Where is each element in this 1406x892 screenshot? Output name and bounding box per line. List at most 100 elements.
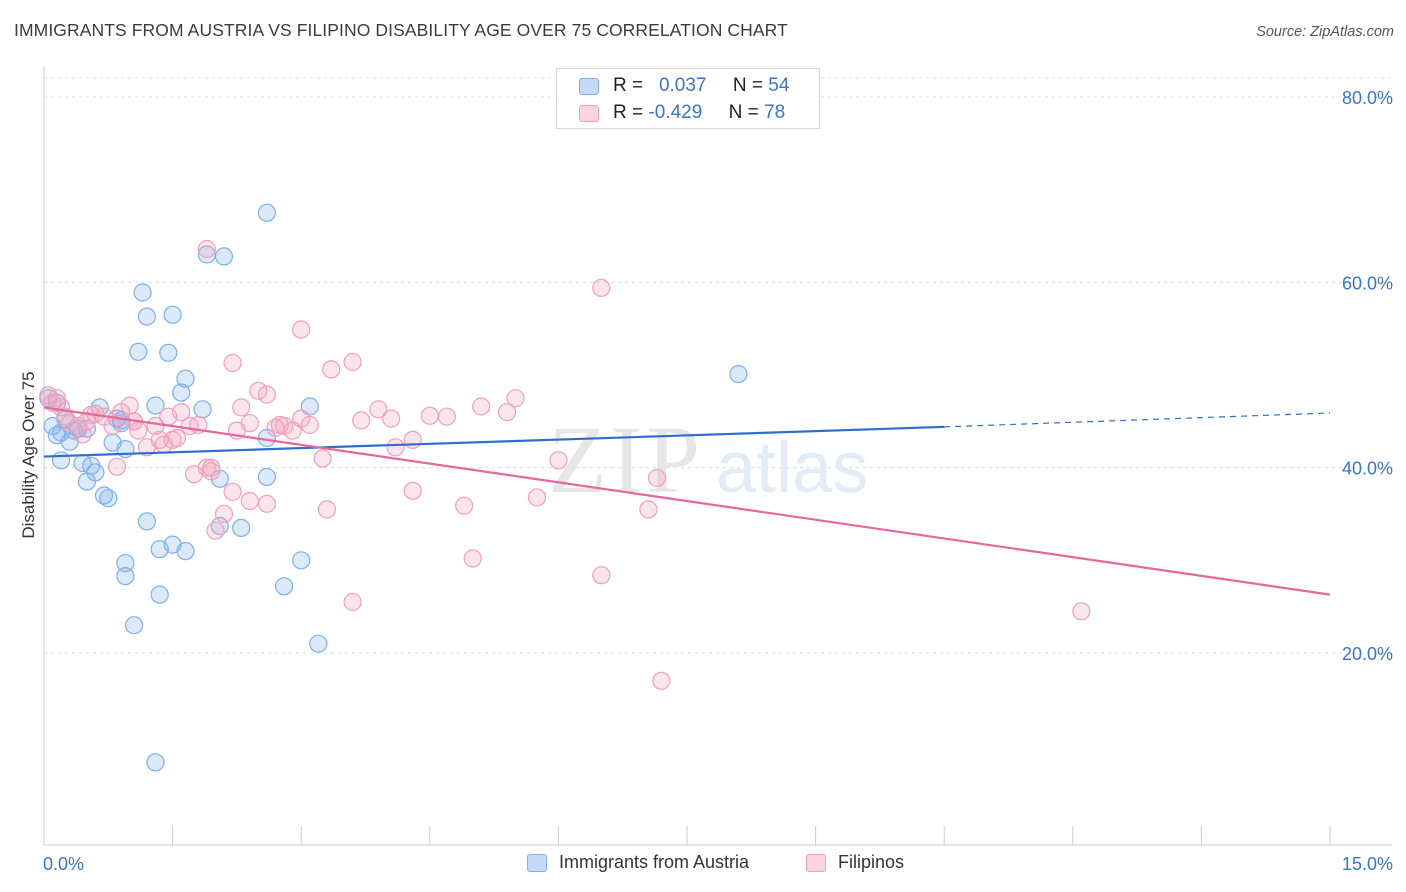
filipinos-point-70 xyxy=(107,457,127,476)
filipinos-point-60 xyxy=(592,278,611,297)
filipinos-point-29 xyxy=(223,482,242,501)
filipinos-point-44 xyxy=(352,411,371,430)
filipinos-point-65 xyxy=(197,239,216,259)
filipinos-point-32 xyxy=(240,414,259,433)
trend-line-austria-extension xyxy=(944,412,1331,428)
filipinos-point-51 xyxy=(437,407,456,426)
filipinos-point-50 xyxy=(420,406,439,425)
r-label: R = xyxy=(613,75,644,96)
y-tick-labels: 20.0% 40.0% 60.0% 80.0% xyxy=(1342,88,1393,664)
austria-point-27 xyxy=(193,400,212,419)
filipinos-point-39 xyxy=(300,415,319,435)
filipinos-point-73 xyxy=(343,592,362,612)
r-label: R = xyxy=(613,102,644,123)
legend-item-austria[interactable]: Immigrants from Austria xyxy=(527,852,749,873)
legend-swatch-filipinos xyxy=(806,853,826,872)
n-value: 54 xyxy=(768,75,790,96)
austria-point-33 xyxy=(257,467,276,486)
austria-point-38 xyxy=(176,541,195,561)
n-label: N = xyxy=(728,102,759,123)
filipinos-point-48 xyxy=(403,430,422,449)
y-tick-label-20: 20.0% xyxy=(1342,644,1393,664)
austria-point-24 xyxy=(163,305,182,324)
x-tick-label-min: 0.0% xyxy=(43,854,84,874)
y-tick-label-80: 80.0% xyxy=(1342,88,1393,108)
austria-point-26 xyxy=(176,369,195,388)
legend-row-filipinos: R = -0.429 N = 78 xyxy=(579,101,785,125)
filipinos-point-6 xyxy=(69,416,88,436)
austria-point-21 xyxy=(137,307,156,326)
watermark-atlas: atlas xyxy=(716,428,868,508)
filipinos-point-42 xyxy=(322,360,341,379)
filipinos-point-69 xyxy=(167,428,186,448)
correlation-legend: R = 0.037 N = 54 R = -0.429 N = 78 xyxy=(556,68,820,129)
r-value: -0.429 xyxy=(648,102,703,123)
filipinos-point-41 xyxy=(317,500,336,519)
filipinos-point-49 xyxy=(403,481,422,500)
austria-point-7 xyxy=(51,451,71,470)
austria-point-40 xyxy=(232,518,251,538)
series-immigrants-from-austria xyxy=(39,203,748,772)
austria-point-44 xyxy=(124,616,144,635)
filipinos-point-27 xyxy=(206,521,225,540)
filipinos-point-45 xyxy=(369,400,388,419)
filipinos-point-63 xyxy=(652,671,671,690)
austria-point-43 xyxy=(150,585,169,604)
filipinos-point-66 xyxy=(223,353,242,373)
filipinos-point-57 xyxy=(527,488,547,507)
filipinos-point-28 xyxy=(214,504,234,524)
y-tick-label-40: 40.0% xyxy=(1342,459,1393,479)
legend-label-filipinos: Filipinos xyxy=(838,852,905,872)
austria-point-31 xyxy=(257,203,276,222)
austria-point-35 xyxy=(137,512,156,531)
legend-row-austria: R = 0.037 N = 54 xyxy=(579,74,789,98)
series-legend: Immigrants from Austria Filipinos xyxy=(0,852,1406,878)
filipinos-point-2 xyxy=(47,389,67,408)
austria-point-49 xyxy=(729,365,748,384)
filipinos-point-47 xyxy=(386,438,405,457)
n-value: 78 xyxy=(764,102,786,123)
austria-point-46 xyxy=(292,551,311,570)
legend-item-filipinos[interactable]: Filipinos xyxy=(806,852,904,873)
filipinos-point-75 xyxy=(270,415,289,435)
austria-point-23 xyxy=(159,343,178,362)
r-value: 0.037 xyxy=(658,75,707,96)
austria-point-42 xyxy=(116,566,135,586)
filipinos-point-31 xyxy=(232,398,251,417)
filipinos-point-46 xyxy=(382,409,401,428)
filipinos-point-43 xyxy=(343,352,362,372)
austria-point-22 xyxy=(146,396,165,415)
trend-lines xyxy=(43,406,1331,596)
watermark-zip: ZIP xyxy=(548,406,704,513)
filipinos-point-76 xyxy=(202,462,221,481)
axes xyxy=(43,67,1392,846)
chart-title: IMMIGRANTS FROM AUSTRIA VS FILIPINO DISA… xyxy=(14,20,788,40)
y-axis-title: Disability Age Over 75 xyxy=(19,371,38,538)
filipinos-point-61 xyxy=(639,500,658,519)
series-filipinos xyxy=(39,239,1091,690)
trend-line-austria xyxy=(43,425,945,458)
trend-line-filipinos xyxy=(43,406,1331,596)
austria-point-20 xyxy=(133,283,152,302)
x-tick-label-max: 15.0% xyxy=(1342,854,1393,874)
austria-point-45 xyxy=(275,577,294,596)
austria-point-48 xyxy=(146,753,165,772)
filipinos-point-55 xyxy=(497,403,517,422)
filipinos-point-52 xyxy=(455,496,474,515)
watermark: ZIP atlas xyxy=(548,406,868,513)
filipinos-point-56 xyxy=(506,389,525,408)
filipinos-point-68 xyxy=(240,491,259,511)
austria-point-14 xyxy=(99,489,118,508)
n-label: N = xyxy=(732,75,764,96)
austria-point-19 xyxy=(129,342,148,361)
legend-swatch-austria xyxy=(579,77,599,95)
filipinos-point-12 xyxy=(120,396,139,415)
filipinos-point-72 xyxy=(1072,602,1091,621)
filipinos-point-54 xyxy=(472,397,491,416)
filipinos-point-59 xyxy=(592,566,611,585)
filipinos-point-40 xyxy=(313,449,332,468)
filipinos-point-71 xyxy=(73,425,92,444)
legend-swatch-austria xyxy=(527,853,547,872)
filipinos-point-34 xyxy=(257,385,276,404)
